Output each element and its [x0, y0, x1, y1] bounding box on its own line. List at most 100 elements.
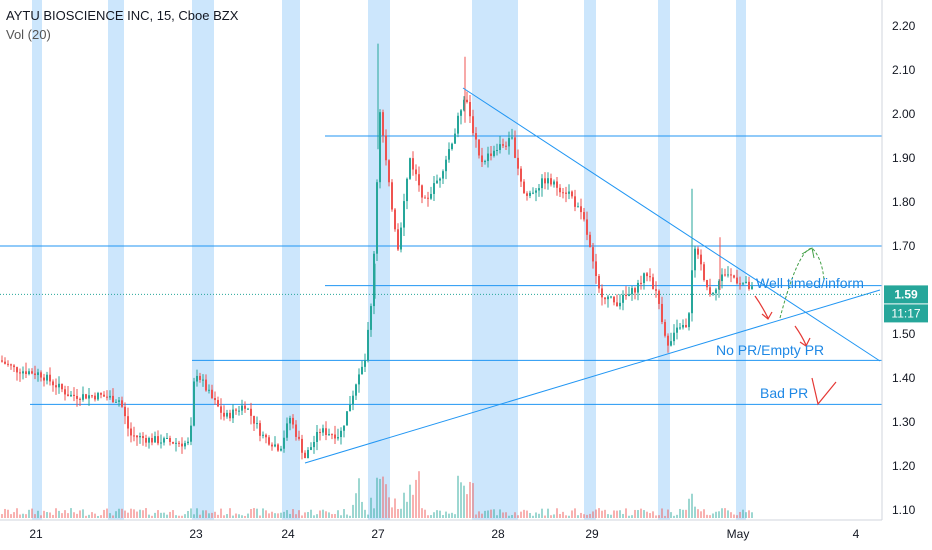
- time-axis[interactable]: 21 23 24 27 28 29 May 4: [0, 519, 882, 541]
- candle-body: [682, 324, 684, 328]
- candle-body: [499, 144, 501, 150]
- volume-bar: [232, 515, 234, 518]
- volume-bar: [178, 515, 180, 518]
- candle-body: [652, 277, 654, 290]
- volume-bar: [262, 508, 264, 518]
- candle-body: [211, 389, 213, 399]
- candle-body: [289, 417, 291, 424]
- volume-bar: [676, 514, 678, 518]
- volume-bar: [220, 508, 222, 518]
- candle-body: [181, 443, 183, 447]
- volume-bar: [37, 510, 39, 518]
- candle-body: [541, 178, 543, 189]
- volume-bar: [538, 513, 540, 518]
- volume-bar: [475, 514, 477, 518]
- volume-bar: [181, 515, 183, 518]
- candle-body: [124, 406, 126, 417]
- candle-body: [127, 416, 129, 429]
- volume-bar: [583, 514, 585, 518]
- candle-body: [487, 153, 489, 162]
- volume-bar: [298, 510, 300, 518]
- candle-body: [178, 442, 180, 444]
- candle-body: [427, 197, 429, 199]
- session-band-5: [472, 0, 518, 520]
- volume-bar: [685, 509, 687, 518]
- candle-body: [643, 273, 645, 284]
- candle-body: [220, 406, 222, 413]
- volume-bar: [148, 514, 150, 518]
- candle-body: [619, 302, 621, 307]
- candle-body: [454, 133, 456, 144]
- ascending-trendline[interactable]: [304, 289, 881, 464]
- candles: [1, 43, 753, 460]
- candle-body: [373, 253, 375, 307]
- candle-body: [325, 428, 327, 436]
- candle-body: [316, 431, 318, 442]
- symbol-title[interactable]: AYTU BIOSCIENCE INC, 15, Cboe BZX: [6, 8, 239, 23]
- trendlines: [304, 87, 881, 464]
- volume-bar: [697, 509, 699, 518]
- candle-body: [448, 149, 450, 160]
- annotation-bad-pr: Bad PR: [760, 385, 808, 401]
- candle-body: [664, 322, 666, 336]
- candle-body: [526, 193, 528, 196]
- candle-body: [502, 144, 504, 146]
- volume-bar: [469, 481, 471, 518]
- volume-bar: [640, 508, 642, 518]
- candle-body: [307, 449, 309, 459]
- candle-body: [94, 395, 96, 400]
- volume-bar: [637, 510, 639, 518]
- candle-body: [295, 424, 297, 437]
- chart-legend: AYTU BIOSCIENCE INC, 15, Cboe BZX Vol (2…: [6, 6, 238, 44]
- volume-bar: [442, 515, 444, 518]
- volume-bar: [592, 511, 594, 518]
- candle-body: [424, 197, 426, 199]
- candle-body: [346, 411, 348, 426]
- volume-bar: [199, 514, 201, 518]
- volume-bar: [613, 510, 615, 518]
- price-axis[interactable]: 2.202.102.001.901.801.701.601.501.401.30…: [881, 0, 916, 520]
- volume-bar: [691, 493, 693, 518]
- volume-bar: [61, 513, 63, 518]
- candle-body: [79, 398, 81, 400]
- candle-body: [70, 394, 72, 397]
- candle-body: [520, 168, 522, 182]
- volume-indicator-label[interactable]: Vol (20): [6, 27, 51, 42]
- volume-bar: [163, 512, 165, 518]
- volume-bar: [448, 513, 450, 518]
- candle-body: [640, 282, 642, 284]
- candle-body: [382, 112, 384, 136]
- volume-bar: [586, 514, 588, 518]
- candle-body: [601, 288, 603, 298]
- candle-body: [442, 171, 444, 179]
- candle-body: [496, 149, 498, 151]
- volume-bar: [481, 513, 483, 518]
- volume-bar: [619, 510, 621, 518]
- volume-bar: [670, 512, 672, 518]
- volume-bar: [352, 504, 354, 518]
- volume-bar: [454, 514, 456, 518]
- candle-body: [718, 281, 720, 290]
- descending-trendline[interactable]: [462, 87, 881, 362]
- volume-bar: [577, 515, 579, 518]
- candle-body: [283, 437, 285, 449]
- candle-body: [199, 375, 201, 380]
- candle-body: [370, 306, 372, 330]
- volume-bar: [184, 514, 186, 518]
- candle-body: [391, 182, 393, 210]
- candle-body: [52, 381, 54, 386]
- volume-bar: [460, 482, 462, 518]
- volume-bar: [121, 508, 123, 518]
- volume-bar: [751, 512, 753, 518]
- volume-bar: [31, 508, 33, 518]
- volume-bar: [424, 509, 426, 518]
- volume-bar: [571, 510, 573, 518]
- volume-bar: [643, 510, 645, 518]
- candle-body: [34, 373, 36, 376]
- volume-bar: [10, 514, 12, 518]
- candle-body: [106, 396, 108, 398]
- candle-body: [160, 442, 162, 444]
- volume-bar: [139, 509, 141, 518]
